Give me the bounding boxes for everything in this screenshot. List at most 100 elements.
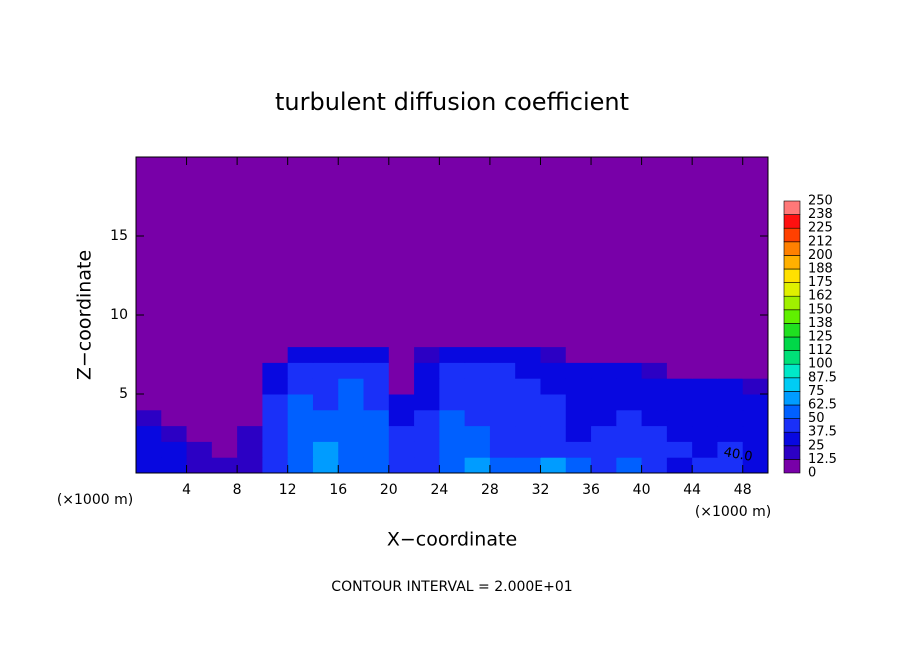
heat-cell — [388, 346, 415, 363]
heat-cell — [616, 425, 643, 442]
heat-cell — [717, 362, 744, 379]
colorbar-cell — [783, 309, 801, 324]
heat-cell — [211, 330, 238, 348]
heat-cell — [641, 441, 668, 458]
heat-cell — [363, 330, 390, 348]
heat-cell — [388, 457, 415, 474]
heat-cell — [237, 362, 263, 379]
heat-cell — [136, 346, 162, 363]
heat-cell — [591, 346, 617, 363]
heat-cell — [136, 409, 162, 427]
colorbar-cell — [783, 404, 801, 419]
heat-cell — [515, 409, 541, 427]
heat-cell — [186, 346, 213, 363]
heat-cell — [464, 425, 491, 442]
heat-cell — [515, 441, 541, 458]
heat-cell — [565, 346, 592, 363]
heat-cell — [338, 362, 365, 379]
colorbar-label: 225 — [808, 221, 833, 236]
heat-cell — [565, 441, 592, 458]
x-tick-label: 28 — [481, 482, 499, 498]
heat-cell — [540, 378, 567, 395]
colorbar-cell — [783, 350, 801, 365]
heat-cell — [414, 394, 440, 411]
colorbar-cell — [783, 282, 801, 297]
heat-cell — [388, 330, 415, 348]
heat-cell — [363, 346, 390, 363]
heat-cell — [489, 330, 516, 348]
heat-cell — [363, 457, 390, 474]
footer: CONTOUR INTERVAL = 2.000E+01 — [331, 579, 572, 595]
x-tick-label: 36 — [582, 482, 600, 498]
heat-cell — [338, 346, 365, 363]
heat-cell — [666, 378, 693, 395]
heat-cell — [489, 441, 516, 458]
heat-cell — [616, 346, 643, 363]
heat-cell — [641, 425, 668, 442]
x-tick-label: 32 — [532, 482, 550, 498]
heat-cell — [591, 425, 617, 442]
heat-cell — [211, 394, 238, 411]
heat-cell — [489, 409, 516, 427]
colorbar-label: 162 — [808, 289, 833, 304]
heat-cell — [515, 346, 541, 363]
heat-cell — [136, 362, 162, 379]
heat-cell — [666, 457, 693, 474]
heat-cell — [641, 394, 668, 411]
heat-cell — [591, 457, 617, 474]
heat-cell — [742, 441, 769, 458]
heat-cell — [287, 346, 314, 363]
heat-cell — [414, 409, 440, 427]
heat-cell — [186, 441, 213, 458]
heat-cell — [591, 394, 617, 411]
x-tick-label: 24 — [430, 482, 448, 498]
heat-cell — [565, 425, 592, 442]
heat-cell — [186, 330, 213, 348]
x-tick-label: 44 — [683, 482, 701, 498]
heat-cell — [136, 425, 162, 442]
colorbar-label: 100 — [808, 357, 833, 372]
heat-cell — [136, 394, 162, 411]
colorbar-cell — [783, 295, 801, 311]
colorbar-label: 138 — [808, 316, 833, 331]
heat-cell — [262, 394, 289, 411]
heat-cell — [287, 457, 314, 474]
colorbar-label: 150 — [808, 302, 833, 317]
heat-cell — [237, 330, 263, 348]
heat-cell — [237, 409, 263, 427]
heat-cell — [211, 362, 238, 379]
heat-cell — [591, 330, 617, 348]
colorbar-label: 75 — [808, 384, 825, 399]
heat-cell — [414, 362, 440, 379]
x-tick-label: 20 — [380, 482, 398, 498]
heat-cell — [717, 330, 744, 348]
x-axis-label: X−coordinate — [387, 529, 517, 551]
heat-cell — [161, 409, 188, 427]
heat-cell — [161, 457, 188, 474]
heat-cell — [237, 441, 263, 458]
heat-cell — [692, 394, 718, 411]
colorbar-label: 112 — [808, 343, 833, 358]
colorbar-cell — [783, 268, 801, 283]
heat-cell — [388, 425, 415, 442]
heat-cell — [312, 378, 339, 395]
colorbar-label: 212 — [808, 234, 833, 249]
x-tick-label: 12 — [279, 482, 297, 498]
heat-cell — [464, 457, 491, 474]
heat-cell — [717, 441, 744, 458]
heat-cell — [363, 441, 390, 458]
heat-cell — [717, 457, 744, 474]
heat-cell — [565, 394, 592, 411]
heat-cell — [540, 441, 567, 458]
heat-cell — [616, 362, 643, 379]
heat-cell — [717, 409, 744, 427]
heat-cell — [262, 362, 289, 379]
heat-cell — [312, 362, 339, 379]
heat-cell — [540, 394, 567, 411]
heat-cell — [591, 409, 617, 427]
heat-cell — [312, 346, 339, 363]
heat-cell — [692, 409, 718, 427]
heat-cell — [312, 394, 339, 411]
y-tick-label: 5 — [119, 386, 128, 402]
